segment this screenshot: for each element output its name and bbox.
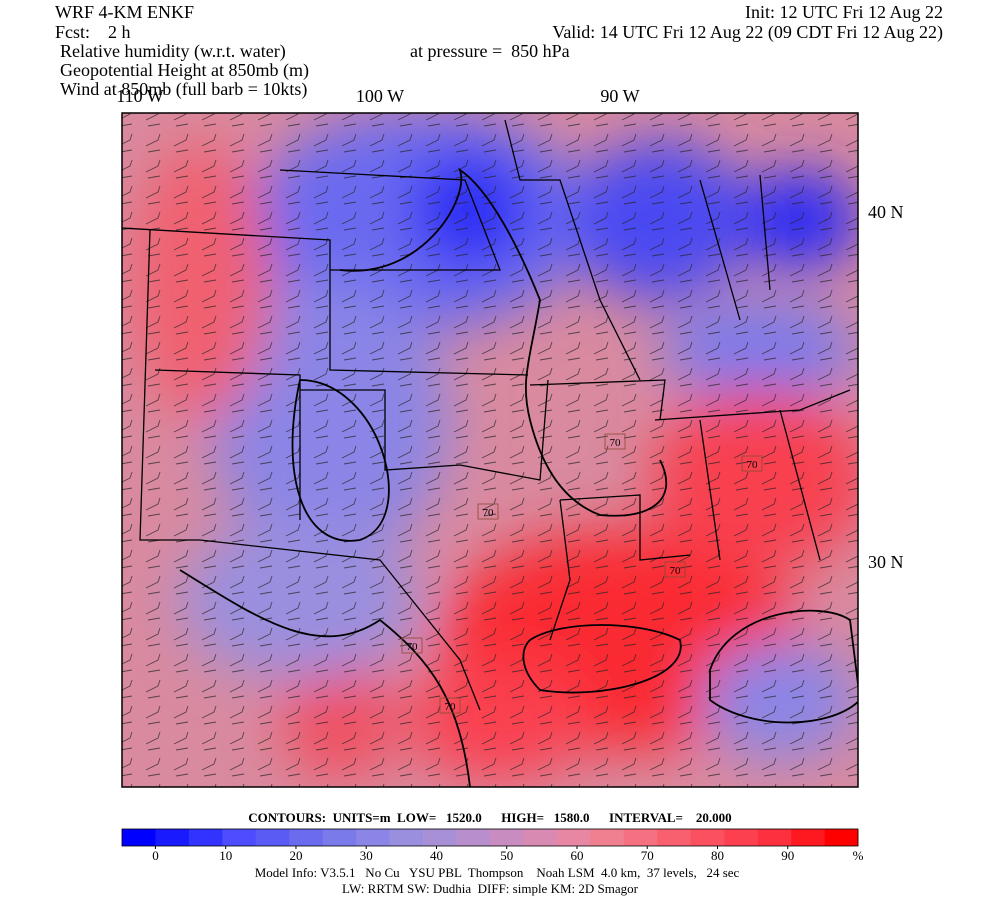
contour-label: 70	[747, 459, 759, 471]
pressure-level: at pressure = 850 hPa	[410, 41, 570, 61]
lon-label: 110 W	[116, 86, 164, 106]
contour-label-box	[741, 455, 763, 472]
map-frame	[121, 112, 859, 788]
colorbar-swatch	[523, 829, 558, 846]
lon-label: 90 W	[600, 86, 639, 106]
contour-label: 70	[610, 437, 622, 449]
model-info: LW: RRTM SW: Dudhia DIFF: simple KM: 2D …	[342, 881, 639, 896]
colorbar-swatch	[255, 829, 290, 846]
lat-label: 40 N	[868, 202, 904, 222]
colorbar-label: 90	[781, 848, 794, 863]
colorbar-swatch	[657, 829, 692, 846]
map	[122, 113, 858, 787]
contour-label: 70	[407, 641, 419, 653]
colorbar-label: 10	[219, 848, 232, 863]
contour-label: 70	[670, 565, 682, 577]
colorbar-swatch	[389, 829, 424, 846]
field-2: Geopotential Height at 850mb (m)	[60, 60, 309, 81]
colorbar-unit: %	[853, 848, 864, 863]
colorbar-label: 50	[500, 848, 513, 863]
colorbar-swatch	[690, 829, 725, 846]
colorbar-swatch	[122, 829, 156, 846]
colorbar-swatch	[155, 829, 190, 846]
colorbar-swatch	[623, 829, 658, 846]
colorbar-label: 20	[289, 848, 302, 863]
colorbar-swatch	[289, 829, 324, 846]
colorbar-label: 80	[711, 848, 724, 863]
contour-info: CONTOURS: UNITS=m LOW= 1520.0 HIGH= 1580…	[248, 810, 731, 825]
colorbar-swatch	[222, 829, 257, 846]
forecast-hour: Fcst: 2 h	[55, 22, 131, 42]
contour-label: 70	[445, 701, 457, 713]
contour-label-box	[604, 433, 626, 450]
colorbar-swatch	[824, 829, 859, 846]
lon-label: 100 W	[356, 86, 404, 106]
colorbar-swatch	[490, 829, 524, 846]
wind-barbs	[122, 113, 858, 787]
colorbar-swatch	[590, 829, 625, 846]
field-3: Wind at 850mb (full barb = 10kts)	[60, 79, 307, 100]
colorbar: 0 10 20 30 40 50 60 70 80 90%	[121, 828, 864, 863]
model-info: Model Info: V3.5.1 No Cu YSU PBL Thompso…	[255, 865, 740, 880]
contour-label-box	[477, 503, 499, 520]
colorbar-swatch	[188, 829, 223, 846]
state-borders	[122, 119, 851, 711]
colorbar-label: 30	[360, 848, 373, 863]
contour-label: 70	[483, 507, 495, 519]
colorbar-swatch	[322, 829, 357, 846]
colorbar-swatch	[724, 829, 758, 846]
valid-time: Valid: 14 UTC Fri 12 Aug 22 (09 CDT Fri …	[552, 22, 943, 43]
colorbar-label: 0	[152, 848, 159, 863]
colorbar-swatch	[456, 829, 491, 846]
contour-label-box	[439, 697, 461, 714]
colorbar-label: 60	[570, 848, 583, 863]
contour-label-box	[401, 637, 423, 654]
colorbar-label: 70	[641, 848, 654, 863]
colorbar-frame	[121, 828, 859, 847]
colorbar-swatch	[757, 829, 792, 846]
model-title: WRF 4-KM ENKF	[55, 2, 194, 22]
field-1: Relative humidity (w.r.t. water)	[60, 41, 286, 62]
contour-label-box	[664, 561, 686, 578]
height-contours	[179, 167, 858, 787]
colorbar-swatch	[423, 829, 457, 846]
colorbar-swatch	[791, 829, 825, 846]
contour-labels: 70 70 70 70 70 70	[401, 433, 763, 714]
init-time: Init: 12 UTC Fri 12 Aug 22	[745, 2, 943, 22]
colorbar-swatch	[356, 829, 390, 846]
colorbar-label: 40	[430, 848, 443, 863]
colorbar-swatch	[556, 829, 591, 846]
lat-label: 30 N	[868, 552, 904, 572]
